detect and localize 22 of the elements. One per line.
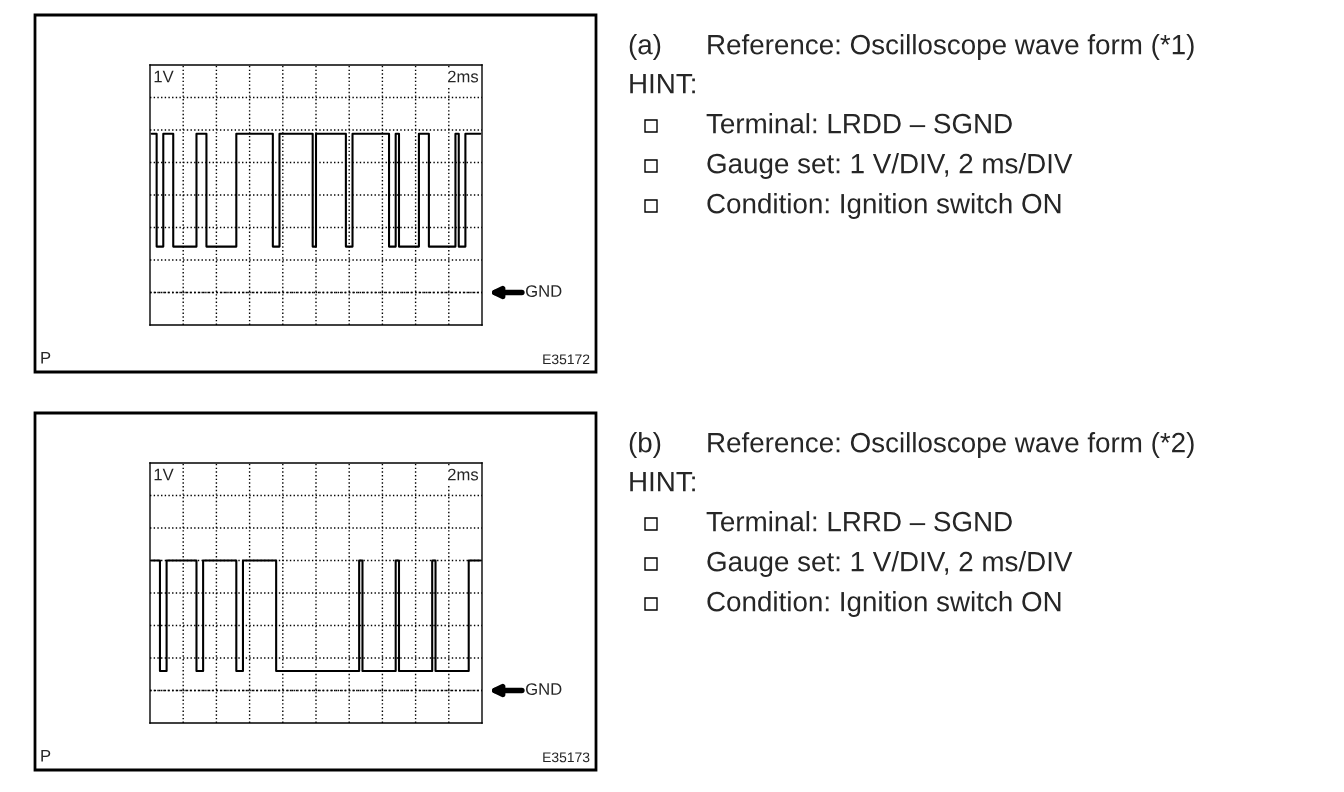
text: Condition: Ignition switch ON [707,591,1061,617]
text: E35173 [543,752,590,763]
text: HINT: [630,472,695,492]
text: HINT: [630,74,695,94]
text: Gauge set: 1 V/DIV, 2 ms/DIV [707,551,1073,577]
text: E35172 [543,354,590,365]
text: (b) [629,432,661,458]
x-axis-title: 2ms [448,70,479,83]
text: P [41,750,51,762]
text: Terminal: LRRD – SGND [706,511,1012,532]
y-axis-title: 1V [154,468,174,481]
ref-line-label: GND [526,683,562,695]
text: Reference: Oscilloscope wave form (*2) [708,432,1194,458]
text: Reference: Oscilloscope wave form (*1) [708,34,1194,60]
text: Condition: Ignition switch ON [707,193,1061,219]
text: (a) [629,34,661,60]
text: Gauge set: 1 V/DIV, 2 ms/DIV [707,153,1073,179]
x-axis-title: 2ms [448,468,479,481]
text: Terminal: LRDD – SGND [706,113,1012,134]
text: P [41,352,51,364]
ref-line-label: GND [526,285,562,297]
y-axis-title: 1V [154,70,174,83]
